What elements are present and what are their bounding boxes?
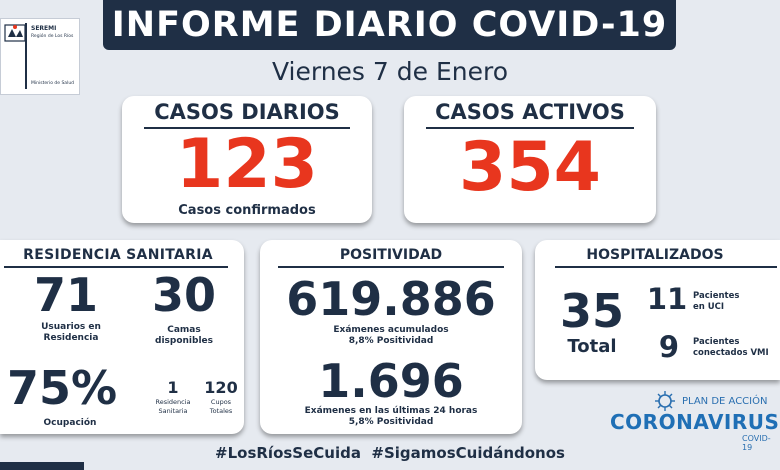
campaign-name: CORONAVIRUS bbox=[610, 410, 780, 434]
casos-activos-title: CASOS ACTIVOS bbox=[435, 100, 625, 124]
camas-label-2: disponibles bbox=[155, 336, 213, 346]
divider bbox=[144, 127, 350, 129]
hosp-total-label: Total bbox=[567, 336, 617, 357]
residencias-label-1: Residencia bbox=[155, 398, 191, 406]
divider bbox=[555, 266, 777, 268]
positividad-title: POSITIVIDAD bbox=[339, 247, 443, 263]
coronavirus-campaign-logo: PLAN DE ACCIÓN CORONAVIRUS COVID-19 bbox=[610, 388, 780, 452]
hosp-uci-value: 11 bbox=[646, 282, 688, 316]
divider bbox=[426, 127, 634, 129]
ultimas-label-1: Exámenes en las últimas 24 horas bbox=[304, 406, 478, 416]
divider bbox=[4, 266, 228, 268]
hosp-vmi-label-1: Pacientes bbox=[693, 337, 740, 347]
residencias-value: 1 bbox=[167, 378, 179, 397]
casos-diarios-card: CASOS DIARIOS 123 Casos confirmados bbox=[122, 96, 372, 223]
hosp-total-value: 35 bbox=[559, 284, 624, 338]
divider bbox=[278, 266, 504, 268]
residencia-card: RESIDENCIA SANITARIA 71 Usuarios en Resi… bbox=[0, 240, 244, 434]
campaign-sub: COVID-19 bbox=[742, 434, 771, 452]
camas-value: 30 bbox=[151, 268, 216, 322]
footer-strip bbox=[0, 462, 84, 470]
logo-ministry: Ministerio de Salud bbox=[31, 81, 75, 86]
positividad-card: POSITIVIDAD 619.886 Exámenes acumulados … bbox=[260, 240, 522, 434]
hosp-uci-label-2: en UCI bbox=[693, 302, 725, 312]
logo-org: SEREMI bbox=[31, 25, 57, 32]
ultimas-label-2: 5,8% Positividad bbox=[348, 417, 434, 427]
cupos-label-2: Totales bbox=[209, 407, 233, 415]
chile-seal-icon bbox=[4, 24, 26, 42]
logo-region: Región de Los Ríos bbox=[31, 34, 74, 39]
page-title: INFORME DIARIO COVID-19 bbox=[111, 5, 668, 45]
usuarios-label-2: Residencia bbox=[43, 333, 99, 343]
virus-icon bbox=[655, 391, 675, 411]
hosp-uci-label-1: Pacientes bbox=[693, 291, 740, 301]
casos-diarios-title: CASOS DIARIOS bbox=[154, 100, 340, 124]
hospitalizados-title: HOSPITALIZADOS bbox=[586, 247, 724, 263]
campaign-plan: PLAN DE ACCIÓN bbox=[682, 396, 768, 407]
ocupacion-label: Ocupación bbox=[43, 418, 97, 428]
acumulados-label-2: 8,8% Positividad bbox=[348, 336, 434, 346]
residencia-title: RESIDENCIA SANITARIA bbox=[23, 247, 213, 263]
camas-label-1: Camas bbox=[167, 325, 201, 335]
hosp-vmi-label-2: conectados VMI bbox=[693, 348, 769, 358]
residencias-label-2: Sanitaria bbox=[158, 407, 188, 415]
acumulados-value: 619.886 bbox=[286, 272, 496, 326]
header-banner: INFORME DIARIO COVID-19 bbox=[103, 0, 676, 50]
cupos-label-1: Cupos bbox=[210, 398, 232, 406]
hosp-vmi-value: 9 bbox=[658, 330, 680, 364]
usuarios-value: 71 bbox=[33, 268, 98, 322]
hospitalizados-card: HOSPITALIZADOS 35 Total 11 Pacientes en … bbox=[535, 240, 780, 380]
hashtags: #LosRíosSeCuida #SigamosCuidándonos bbox=[215, 444, 565, 462]
casos-diarios-value: 123 bbox=[176, 125, 318, 204]
casos-activos-value: 354 bbox=[459, 128, 601, 207]
report-date: Viernes 7 de Enero bbox=[271, 57, 508, 86]
acumulados-label-1: Exámenes acumulados bbox=[333, 325, 449, 335]
casos-activos-card: CASOS ACTIVOS 354 bbox=[404, 96, 656, 223]
ultimas-value: 1.696 bbox=[318, 354, 464, 408]
cupos-value: 120 bbox=[204, 378, 238, 397]
logo-divider bbox=[25, 23, 27, 89]
usuarios-label-1: Usuarios en bbox=[41, 322, 101, 332]
seremi-logo: SEREMI Región de Los Ríos Ministerio de … bbox=[0, 18, 80, 95]
ocupacion-value: 75% bbox=[6, 361, 118, 415]
casos-diarios-caption: Casos confirmados bbox=[178, 203, 316, 218]
